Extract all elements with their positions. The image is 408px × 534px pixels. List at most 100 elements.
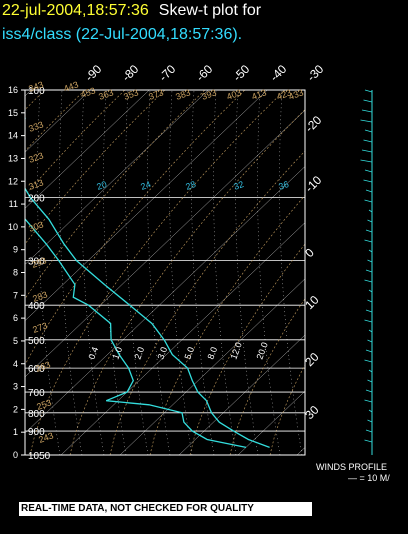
isotherm [25, 90, 209, 265]
chart-title: 22-jul-2004,18:57:36 Skew-t plot for [2, 2, 261, 20]
moist-label-2.0: 2.0 [132, 346, 146, 361]
moist-adiabat [279, 90, 303, 455]
pressure-tick-900: 900 [28, 427, 45, 438]
adiabat-label-303: 303 [27, 219, 45, 234]
height-tick-13: 13 [8, 153, 18, 163]
wind-barb [361, 149, 373, 153]
wind-barb [361, 109, 373, 113]
height-tick-0: 0 [13, 450, 18, 460]
wind-barb [364, 279, 373, 283]
adiabat-label-323: 323 [27, 150, 45, 165]
title-label: Skew-t plot for [158, 2, 262, 19]
moist-label-20.0: 20.0 [254, 341, 269, 361]
height-tick-8: 8 [13, 268, 18, 278]
wind-barb [360, 119, 373, 123]
wind-barb [363, 179, 373, 183]
temp-top-tick--30: -30 [304, 62, 326, 84]
temp-top-tick--80: -80 [119, 62, 141, 84]
dry-adiabat [25, 90, 126, 196]
wind-barb [364, 199, 373, 203]
isotherm [25, 90, 150, 209]
pressure-tick-500: 500 [28, 336, 45, 347]
adiabat-label-263: 263 [34, 359, 52, 374]
height-tick-1: 1 [13, 427, 18, 437]
dry-adiabat [25, 90, 206, 300]
pressure-tick-200: 200 [28, 194, 45, 205]
wind-barb [360, 159, 373, 163]
wind-barb [367, 419, 373, 423]
dry-adiabat [25, 90, 246, 366]
adiabat-label-433: 433 [287, 87, 305, 102]
wind-barb [368, 209, 373, 213]
wind-barb [367, 379, 373, 383]
adiabat-label-383: 383 [174, 87, 192, 102]
moist-label-0.4: 0.4 [86, 346, 100, 361]
chart-subtitle: iss4/class (22-Jul-2004,18:57:36). [2, 26, 243, 43]
wind-barb [364, 169, 373, 173]
wind-barb [364, 89, 373, 93]
wind-barb [367, 339, 373, 343]
moist-adiabat [81, 90, 105, 455]
isotherm [25, 109, 305, 378]
adiabat-label-273: 273 [31, 320, 49, 335]
dry-adiabat [350, 90, 408, 455]
adiabat-label-283: 283 [31, 289, 49, 304]
height-tick-2: 2 [13, 404, 18, 414]
isotherm [25, 90, 268, 322]
wind-barb [364, 319, 373, 323]
height-tick-9: 9 [13, 245, 18, 255]
mixing-ratio-label-24: 24 [139, 179, 152, 192]
pressure-tick-1050: 1050 [28, 451, 51, 462]
moist-label-12.0: 12.0 [228, 341, 243, 361]
adiabat-label-343: 343 [27, 79, 45, 94]
title-timestamp: 22-jul-2004,18:57:36 [2, 2, 149, 19]
moist-label-1.0: 1.0 [110, 346, 124, 361]
adiabat-label-393: 393 [200, 87, 218, 102]
pressure-tick-300: 300 [28, 257, 45, 268]
adiabat-label-313: 313 [27, 177, 45, 192]
height-tick-11: 11 [9, 199, 18, 209]
dry-adiabat [109, 150, 305, 455]
moist-adiabat [191, 90, 215, 455]
moist-label-8.0: 8.0 [205, 346, 219, 361]
height-tick-6: 6 [13, 313, 18, 323]
wind-barb [367, 299, 373, 303]
moist-label-5.0: 5.0 [182, 346, 196, 361]
adiabat-label-403: 403 [225, 87, 243, 102]
height-tick-12: 12 [8, 176, 18, 186]
pressure-tick-700: 700 [28, 388, 45, 399]
moist-label-3.0: 3.0 [155, 346, 169, 361]
plot-area [0, 90, 408, 455]
wind-barb [364, 399, 373, 403]
wind-barb [368, 249, 373, 253]
series-line-0 [25, 115, 270, 449]
adiabat-label-363: 363 [97, 87, 115, 102]
adiabat-label-453: 453 [79, 85, 97, 100]
mixing-ratio-label-32: 32 [232, 179, 245, 192]
dry-adiabat [310, 90, 408, 455]
adiabat-label-253: 253 [35, 397, 53, 412]
wind-barb [365, 309, 373, 313]
temp-top-tick--90: -90 [82, 62, 104, 84]
moist-adiabat [213, 90, 237, 455]
dry-adiabat [189, 243, 305, 455]
temp-top-tick--50: -50 [230, 62, 252, 84]
pressure-tick-600: 600 [28, 364, 45, 375]
wind-barb [365, 429, 373, 433]
adiabat-label-443: 443 [62, 79, 80, 94]
quality-banner: REAL-TIME DATA, NOT CHECKED FOR QUALITY [19, 502, 312, 516]
pressure-tick-800: 800 [28, 409, 45, 420]
height-tick-16: 16 [8, 85, 18, 95]
temp-top-tick--70: -70 [156, 62, 178, 84]
height-tick-5: 5 [13, 336, 18, 346]
isotherm [237, 390, 305, 455]
series-line-1 [25, 218, 247, 449]
wind-barb [365, 269, 373, 273]
dry-adiabat [0, 90, 5, 455]
mixing-ratio-label-28: 28 [184, 179, 197, 192]
moist-adiabat [125, 90, 149, 455]
adiabat-label-413: 413 [250, 87, 268, 102]
winds-scale-label: — = 10 M/ [348, 473, 390, 483]
isotherm [178, 334, 305, 455]
